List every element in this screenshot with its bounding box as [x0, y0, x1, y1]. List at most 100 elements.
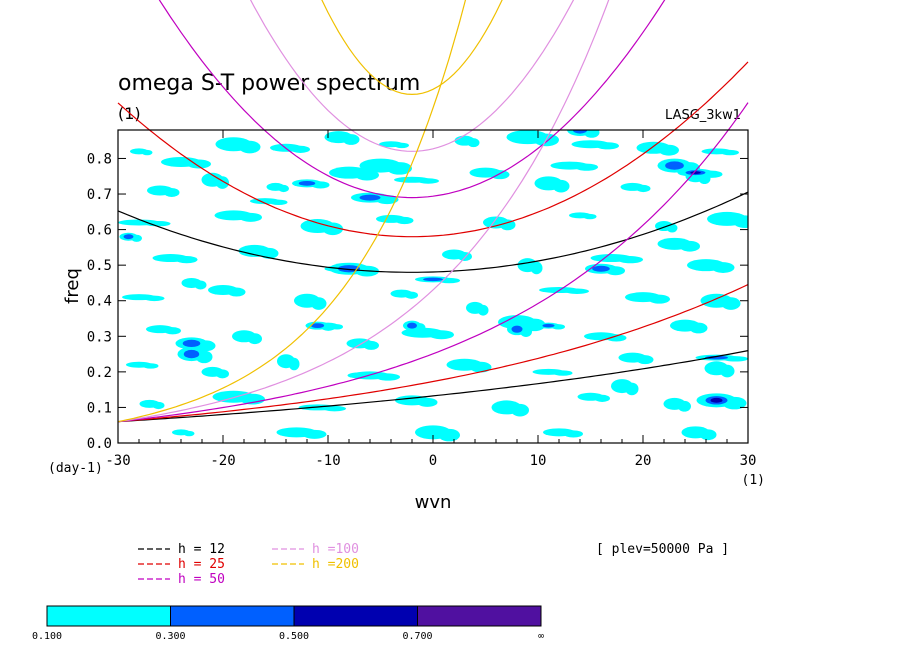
x-tick-label: 10	[530, 453, 547, 469]
x-tick-label: 0	[429, 453, 437, 469]
contour-blob	[575, 163, 598, 171]
contour-blob-level2	[592, 265, 610, 272]
contour-blob	[363, 373, 378, 380]
contour-blob	[565, 288, 589, 294]
contour-blob	[720, 364, 735, 378]
colorbar-segment	[417, 605, 542, 627]
colorbar-segment	[170, 605, 295, 627]
contour-blob	[259, 247, 279, 259]
contour-blob-level2	[183, 349, 200, 359]
contour-blob	[404, 291, 418, 299]
contour-blob	[278, 184, 289, 193]
ig-curve-h50	[158, 0, 666, 199]
contour-blob	[363, 340, 380, 350]
y-tick-label: 0.4	[87, 294, 112, 310]
x-tick-label: -10	[315, 453, 340, 469]
contour-blob	[636, 184, 651, 193]
y-tick-label: 0.1	[87, 400, 112, 416]
contour-blob	[238, 140, 261, 154]
contour-blob	[499, 219, 516, 231]
contour-blob	[689, 322, 708, 334]
contour-blob	[594, 394, 610, 402]
contour-blob-level2	[665, 161, 684, 170]
contour-blob	[142, 363, 159, 369]
contour-blob	[583, 130, 600, 138]
contour-blob	[563, 430, 584, 438]
contour-blob	[215, 369, 229, 379]
contour-blob	[321, 323, 336, 331]
kelvin-curve-h25	[117, 284, 749, 423]
kelvin-curve-h50	[117, 102, 749, 423]
contour-blob	[417, 397, 438, 407]
contour-blob	[658, 144, 679, 156]
contour-blob	[733, 215, 748, 229]
colorbar-label: ∞	[538, 631, 544, 642]
ig-curve-h200	[321, 0, 503, 96]
contour-blob	[553, 370, 573, 376]
contour-blob	[164, 327, 182, 335]
contour-blob	[288, 357, 300, 371]
contour-blob	[194, 280, 207, 290]
contour-blob	[477, 304, 489, 316]
contour-blob	[195, 350, 213, 364]
contour-blob	[530, 261, 543, 275]
contour-blob	[700, 170, 723, 178]
contour-blob	[511, 403, 529, 417]
contour-blob	[625, 382, 639, 396]
contour-blob	[163, 187, 180, 197]
colorbar-label: 0.100	[32, 631, 62, 642]
contour-blob	[469, 361, 492, 373]
contour-blob	[648, 294, 670, 304]
contour-blob-level2	[542, 323, 555, 328]
contour-blob	[467, 138, 480, 148]
ig-curve-h12	[117, 191, 749, 273]
contour-blob-level2	[704, 355, 729, 360]
contour-blob	[722, 396, 747, 410]
contour-blob-level2	[359, 194, 381, 201]
model-label: LASG_3kw1	[665, 108, 741, 123]
contour-blob-level2	[182, 339, 201, 348]
contour-blob	[679, 240, 700, 252]
y-tick-label: 0.6	[87, 223, 112, 239]
contour-blob	[457, 251, 472, 261]
contour-blob	[596, 142, 619, 150]
contour-blob	[605, 266, 626, 276]
contour-blob	[395, 216, 414, 225]
colorbar-label: 0.500	[279, 631, 309, 642]
axes: -30 -20 -10 0 10 20 30 0.0 0.1 0.2 0.3 0.4 0.5 0.6 0.7…	[87, 129, 757, 469]
colorbar-segment	[46, 605, 171, 627]
y-axis-label: freq	[62, 268, 83, 304]
contour-blob-level2	[407, 322, 417, 329]
contour-blob	[636, 355, 654, 365]
contour-blob-level2	[572, 130, 588, 134]
contour-blob	[699, 429, 717, 441]
x-tick-label: -20	[210, 453, 235, 469]
legend-label: h = 25	[178, 557, 225, 572]
contour-blob	[414, 323, 426, 333]
contour-blob	[375, 195, 399, 205]
legend-label: h = 12	[178, 542, 225, 557]
chart-title: omega S-T power spectrum	[118, 71, 420, 96]
contour-blob	[721, 149, 739, 156]
colorbar: 0.100 0.300 0.500 0.700 ∞	[32, 605, 544, 642]
contour-blob	[490, 170, 510, 180]
contour-blob	[520, 326, 532, 337]
contour-blob-level3	[710, 397, 723, 403]
contour-blob	[552, 179, 570, 193]
contour-blob	[551, 324, 566, 330]
contour-blob-level2	[123, 234, 134, 240]
kelvin-curve-h200	[117, 0, 467, 423]
kelvin-curve-h100	[117, 0, 610, 423]
contour-blob	[144, 295, 165, 302]
contour-blob	[722, 356, 748, 362]
y-tick-label: 0.2	[87, 365, 112, 381]
x-tick-label: 30	[740, 453, 757, 469]
contour-blob	[376, 373, 400, 381]
contour-blob	[196, 340, 216, 352]
contour-blob-level2	[310, 323, 325, 329]
contour-blob	[131, 234, 143, 242]
y-tick-label: 0.8	[87, 151, 112, 167]
contour-blob	[342, 134, 360, 145]
contour-blob	[711, 262, 735, 273]
